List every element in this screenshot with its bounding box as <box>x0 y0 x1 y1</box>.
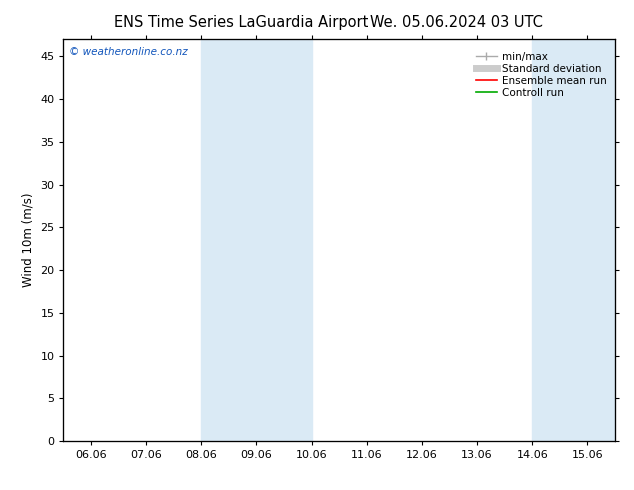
Bar <box>533 39 615 441</box>
Text: © weatheronline.co.nz: © weatheronline.co.nz <box>69 47 188 57</box>
Y-axis label: Wind 10m (m/s): Wind 10m (m/s) <box>22 193 35 287</box>
Bar <box>256 39 312 441</box>
Text: We. 05.06.2024 03 UTC: We. 05.06.2024 03 UTC <box>370 15 543 30</box>
Text: ENS Time Series LaGuardia Airport: ENS Time Series LaGuardia Airport <box>113 15 368 30</box>
Bar <box>202 39 256 441</box>
Legend: min/max, Standard deviation, Ensemble mean run, Controll run: min/max, Standard deviation, Ensemble me… <box>473 49 610 101</box>
